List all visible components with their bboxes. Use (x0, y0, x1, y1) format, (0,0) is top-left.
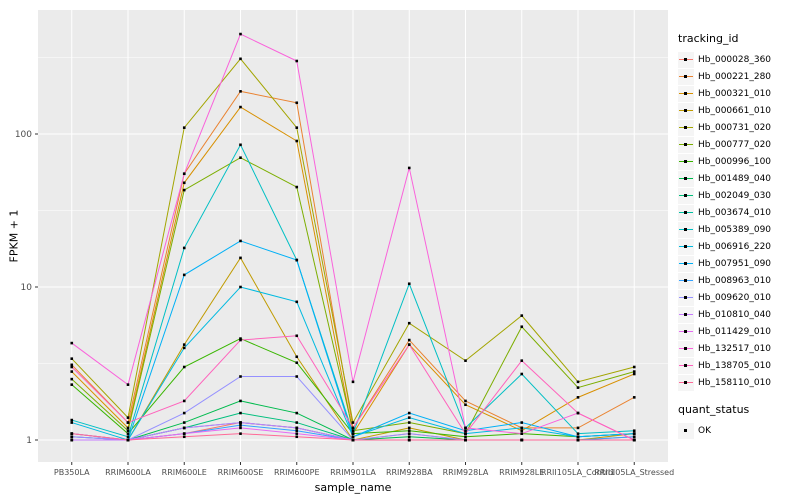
legend-key-icon (678, 323, 694, 340)
legend-key-icon (678, 85, 694, 102)
x-tick-label: RRII105LA_Control (541, 468, 615, 477)
legend-key-icon (678, 204, 694, 221)
legend-item-Hb_010810_040: Hb_010810_040 (678, 306, 798, 323)
legend-label: Hb_002049_030 (698, 190, 772, 201)
x-tick-label: RRIM600PE (274, 468, 320, 477)
legend-item-Hb_000731_020: Hb_000731_020 (678, 119, 798, 136)
data-points (70, 32, 636, 442)
legend-key-icon (678, 340, 694, 357)
y-axis-title: FPKM + 1 (7, 209, 21, 263)
legend-item-Hb_011429_010: Hb_011429_010 (678, 323, 798, 340)
x-tick-label: RRIM600LE (162, 468, 207, 477)
legend-item-Hb_000996_100: Hb_000996_100 (678, 153, 798, 170)
legend-label: Hb_010810_040 (698, 309, 772, 320)
legend-key-icon (678, 221, 694, 238)
x-tick-label: RRIM600SE (218, 468, 264, 477)
legend-item-Hb_000028_360: Hb_000028_360 (678, 51, 798, 68)
x-tick-label: RRIM928BA (386, 468, 433, 477)
x-tick-label: PB350LA (54, 468, 90, 477)
y-tick-label: 100 (15, 130, 32, 140)
legend-key-icon (678, 272, 694, 289)
legend-item-Hb_158110_010: Hb_158110_010 (678, 374, 798, 391)
legend-item-Hb_005389_090: Hb_005389_090 (678, 221, 798, 238)
legend-key-icon (678, 68, 694, 85)
legend-label: Hb_001489_040 (698, 173, 772, 184)
x-tick-label: RRIM600LA (105, 468, 151, 477)
legend-label: Hb_000661_010 (698, 105, 772, 116)
legend-label: Hb_003674_010 (698, 207, 772, 218)
legend-item-Hb_001489_040: Hb_001489_040 (678, 170, 798, 187)
legend-label-ok: OK (698, 425, 711, 436)
axis-ticks (35, 133, 635, 465)
legend-key-icon (678, 102, 694, 119)
legend-item-Hb_003674_010: Hb_003674_010 (678, 204, 798, 221)
tick-labels: 1 10 100 PB350LA RRIM600LA RRIM600LE RRIM600SE… (15, 130, 674, 477)
legend-item-Hb_138705_010: Hb_138705_010 (678, 357, 798, 374)
legend-item-Hb_002049_030: Hb_002049_030 (678, 187, 798, 204)
legend-label: Hb_000777_020 (698, 139, 772, 150)
legend-label: Hb_000321_010 (698, 88, 772, 99)
legend-label: Hb_005389_090 (698, 224, 772, 235)
x-axis-title: sample_name (314, 481, 392, 494)
legend-key-icon (678, 187, 694, 204)
legend-label: Hb_138705_010 (698, 360, 772, 371)
legend-label: Hb_000221_280 (698, 71, 772, 82)
legend-key-icon (678, 255, 694, 272)
x-tick-label: RRIM928LE (499, 468, 544, 477)
legend-item-Hb_000777_020: Hb_000777_020 (678, 136, 798, 153)
legend-label: Hb_011429_010 (698, 326, 772, 337)
legend-label: Hb_009620_010 (698, 292, 772, 303)
legend-title-tracking-id: tracking_id (678, 32, 739, 45)
legend-item-Hb_132517_010: Hb_132517_010 (678, 340, 798, 357)
ok-point-icon (678, 422, 694, 439)
legend-label: Hb_158110_010 (698, 377, 772, 388)
legend-item-Hb_009620_010: Hb_009620_010 (678, 289, 798, 306)
legend-item-Hb_007951_090: Hb_007951_090 (678, 255, 798, 272)
x-tick-label: RRII105LA_Stressed (594, 468, 674, 477)
legend-key-icon (678, 153, 694, 170)
legend-key-icon (678, 238, 694, 255)
legend-item-Hb_000661_010: Hb_000661_010 (678, 102, 798, 119)
x-tick-label: RRIM928LA (443, 468, 489, 477)
legend-key-icon (678, 306, 694, 323)
legend-item-Hb_000321_010: Hb_000321_010 (678, 85, 798, 102)
legend-label: Hb_007951_090 (698, 258, 772, 269)
major-gridlines (38, 10, 668, 462)
legend-key-icon (678, 119, 694, 136)
legend-title-quant-status: quant_status (678, 403, 750, 416)
legend-key-icon (678, 51, 694, 68)
legend-key-icon (678, 136, 694, 153)
legend-label: Hb_132517_010 (698, 343, 772, 354)
legend-key-icon (678, 357, 694, 374)
legend-items: Hb_000028_360 Hb_000221_280 Hb_000321_010 H… (678, 51, 798, 391)
legend-item-ok: OK (678, 422, 798, 439)
legend-key-icon (678, 289, 694, 306)
y-tick-label: 1 (26, 436, 32, 446)
legend-key-icon (678, 374, 694, 391)
legend-key-icon (678, 170, 694, 187)
legend-item-Hb_008963_010: Hb_008963_010 (678, 272, 798, 289)
legend-label: Hb_000731_020 (698, 122, 772, 133)
legend-label: Hb_000028_360 (698, 54, 772, 65)
y-tick-label: 10 (21, 283, 33, 293)
legend-item-Hb_006916_220: Hb_006916_220 (678, 238, 798, 255)
legend: tracking_id Hb_000028_360 Hb_000221_280 Hb… (678, 32, 798, 439)
legend-label: Hb_008963_010 (698, 275, 772, 286)
legend-label: Hb_000996_100 (698, 156, 772, 167)
x-tick-label: RRIM901LA (330, 468, 376, 477)
legend-label: Hb_006916_220 (698, 241, 772, 252)
legend-item-Hb_000221_280: Hb_000221_280 (678, 68, 798, 85)
